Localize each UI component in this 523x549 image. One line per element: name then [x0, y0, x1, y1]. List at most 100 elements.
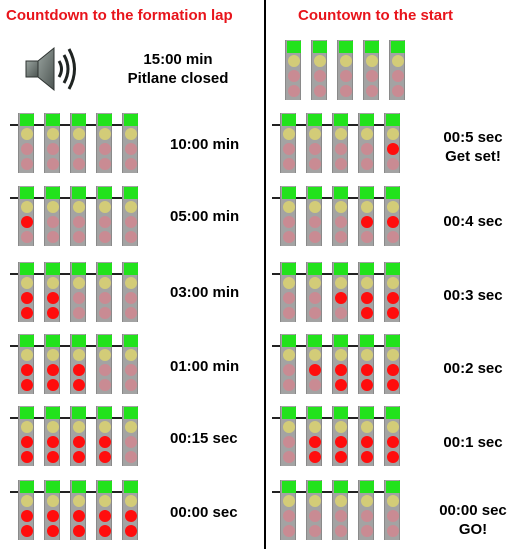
amber-light: [47, 201, 59, 213]
red-light: [73, 364, 85, 376]
traffic-light: [70, 113, 86, 173]
step-label: 01:00 min: [170, 358, 240, 375]
amber-light: [309, 421, 321, 433]
amber-light: [47, 349, 59, 361]
red-light: [335, 364, 347, 376]
red-light: [47, 216, 59, 228]
red-light: [361, 143, 373, 155]
red-light: [309, 379, 321, 391]
red-light: [125, 436, 137, 448]
traffic-light: [44, 480, 60, 540]
amber-light: [125, 495, 137, 507]
green-light: [308, 481, 322, 493]
amber-light: [283, 277, 295, 289]
traffic-light: [122, 186, 138, 246]
red-light: [335, 510, 347, 522]
red-light: [99, 451, 111, 463]
green-light: [334, 187, 348, 199]
step-label: 10:00 min: [170, 136, 240, 153]
green-light: [20, 407, 34, 419]
traffic-light: [18, 262, 34, 322]
green-light: [386, 335, 400, 347]
light-gantry: [10, 480, 138, 540]
green-light: [46, 335, 60, 347]
red-light: [99, 436, 111, 448]
amber-light: [361, 495, 373, 507]
green-light: [308, 114, 322, 126]
amber-light: [99, 495, 111, 507]
traffic-light: [332, 113, 348, 173]
traffic-light: [18, 480, 34, 540]
light-gantry: [10, 334, 138, 394]
amber-light: [21, 277, 33, 289]
step-note: Get set!: [445, 148, 501, 165]
red-light: [125, 231, 137, 243]
step-label: 00:00 sec GO!: [428, 501, 518, 539]
green-light: [20, 335, 34, 347]
amber-light: [366, 55, 378, 67]
red-light: [387, 436, 399, 448]
amber-light: [387, 201, 399, 213]
amber-light: [99, 128, 111, 140]
amber-light: [361, 201, 373, 213]
red-light: [361, 307, 373, 319]
red-light: [387, 143, 399, 155]
red-light: [387, 216, 399, 228]
red-light: [47, 379, 59, 391]
green-light: [334, 263, 348, 275]
red-light: [288, 70, 300, 82]
step-label: 00:3 sec: [428, 286, 518, 305]
traffic-light: [358, 186, 374, 246]
amber-light: [335, 421, 347, 433]
red-light: [309, 364, 321, 376]
amber-light: [387, 495, 399, 507]
red-light: [21, 307, 33, 319]
traffic-light: [70, 262, 86, 322]
traffic-light: [96, 186, 112, 246]
step-label: 00:00 sec: [170, 504, 238, 521]
red-light: [21, 292, 33, 304]
green-light: [308, 407, 322, 419]
red-light: [73, 451, 85, 463]
red-light: [387, 364, 399, 376]
green-light: [360, 114, 374, 126]
red-light: [73, 158, 85, 170]
red-light: [99, 143, 111, 155]
traffic-light: [122, 334, 138, 394]
red-light: [283, 436, 295, 448]
red-light: [21, 143, 33, 155]
green-light: [386, 263, 400, 275]
traffic-light: [358, 334, 374, 394]
traffic-light: [44, 113, 60, 173]
traffic-light: [18, 406, 34, 466]
green-light: [124, 114, 138, 126]
red-light: [361, 292, 373, 304]
green-light: [334, 407, 348, 419]
red-light: [47, 158, 59, 170]
traffic-light: [358, 406, 374, 466]
red-light: [335, 307, 347, 319]
amber-light: [335, 128, 347, 140]
amber-light: [125, 201, 137, 213]
red-light: [73, 143, 85, 155]
red-light: [335, 292, 347, 304]
green-light: [282, 187, 296, 199]
amber-light: [283, 128, 295, 140]
green-light: [365, 41, 379, 53]
red-light: [309, 307, 321, 319]
traffic-light: [96, 480, 112, 540]
green-light: [98, 481, 112, 493]
traffic-light: [122, 406, 138, 466]
amber-light: [73, 201, 85, 213]
left-column-title: Countdown to the formation lap: [6, 7, 233, 24]
green-light: [339, 41, 353, 53]
green-light: [98, 114, 112, 126]
red-light: [21, 510, 33, 522]
amber-light: [125, 277, 137, 289]
traffic-light: [280, 113, 296, 173]
traffic-light: [306, 113, 322, 173]
green-light: [46, 481, 60, 493]
traffic-light: [280, 406, 296, 466]
traffic-light: [44, 262, 60, 322]
amber-light: [21, 128, 33, 140]
